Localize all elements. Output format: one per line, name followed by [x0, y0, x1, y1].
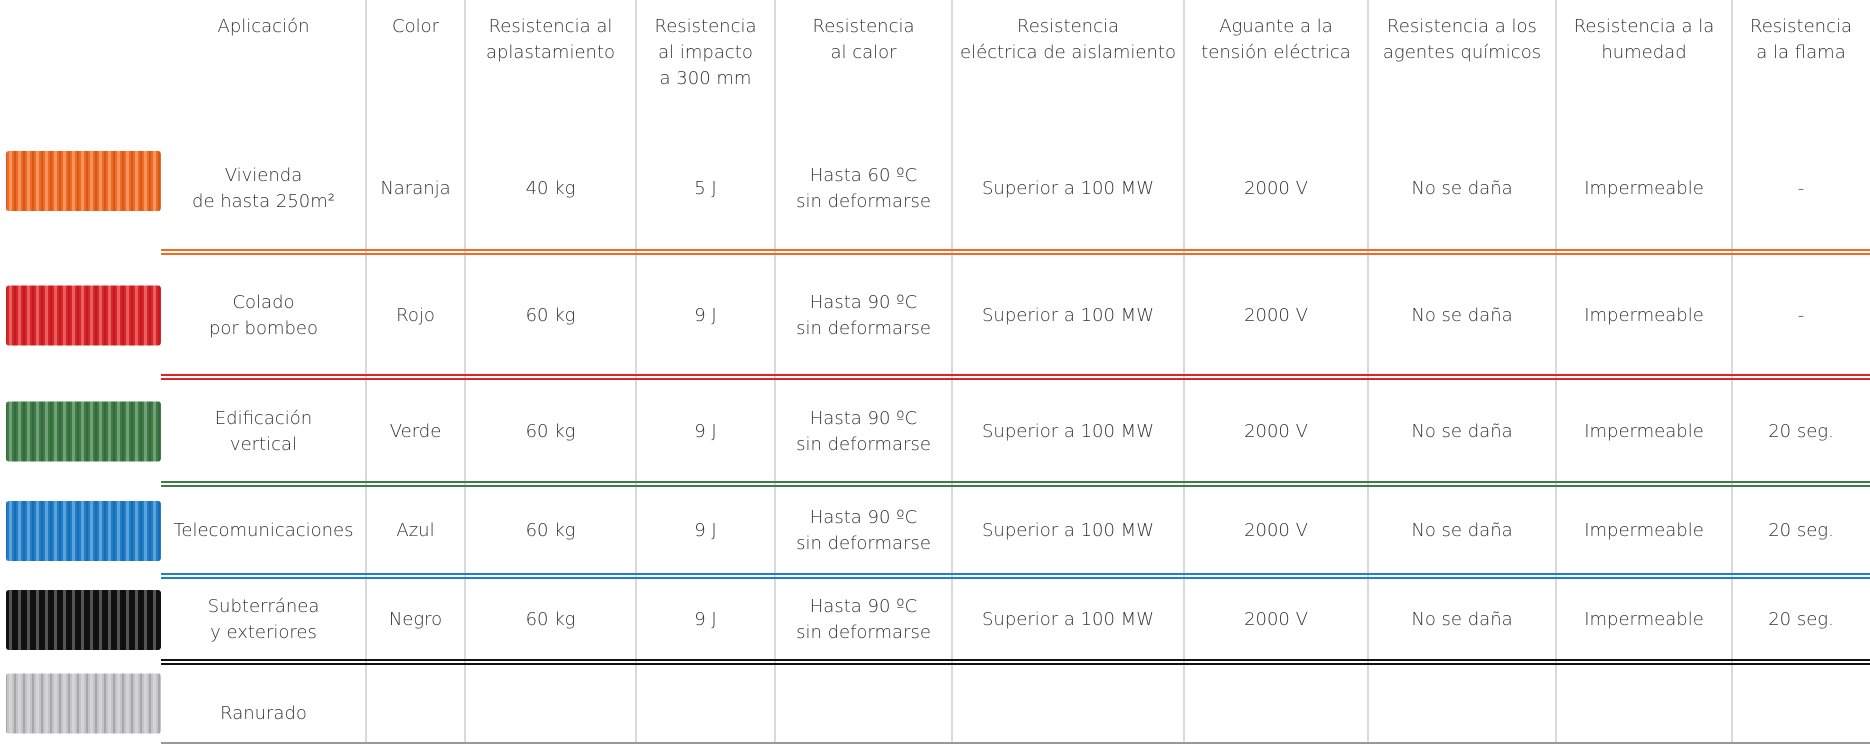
column-header: Resistencia a los agentes químicos	[1368, 14, 1556, 124]
cell: Naranja	[366, 135, 465, 243]
column-header: Resistencia al aplastamiento	[465, 14, 636, 124]
column-header: Aguante a la tensión eléctrica	[1184, 14, 1368, 124]
cell: Verde	[366, 378, 465, 485]
conduit-ribs	[6, 674, 161, 734]
cell: 9 J	[636, 485, 775, 577]
cell: 20 seg.	[1732, 485, 1870, 577]
cell: 5 J	[636, 135, 775, 243]
column-header: Resistencia al impacto a 300 mm	[636, 14, 775, 124]
cell: Hasta 90 ºC sin deformarse	[775, 577, 952, 663]
cell: -	[1732, 135, 1870, 243]
cell: Telecomunicaciones	[161, 485, 366, 577]
cell: Edificación vertical	[161, 378, 366, 485]
cell: Colado por bombeo	[161, 253, 366, 378]
cell: Rojo	[366, 253, 465, 378]
cell: Vivienda de hasta 250m²	[161, 135, 366, 243]
cell: -	[1732, 253, 1870, 378]
cell: Hasta 90 ºC sin deformarse	[775, 253, 952, 378]
column-header: Aplicación	[161, 14, 366, 124]
cell: Impermeable	[1556, 485, 1732, 577]
cell: Azul	[366, 485, 465, 577]
cell: 60 kg	[465, 378, 636, 485]
cell: No se daña	[1368, 253, 1556, 378]
cell: Hasta 60 ºC sin deformarse	[775, 135, 952, 243]
cell: Impermeable	[1556, 577, 1732, 663]
conduit-ribs	[6, 501, 161, 561]
cell: 9 J	[636, 378, 775, 485]
conduit-ribs	[6, 402, 161, 462]
conduit-ribs	[6, 151, 161, 211]
cell: Superior a 100 MW	[952, 135, 1184, 243]
cell: 60 kg	[465, 577, 636, 663]
column-header: Resistencia al calor	[775, 14, 952, 124]
column-header: Resistencia eléctrica de aislamiento	[952, 14, 1184, 124]
cell: 60 kg	[465, 485, 636, 577]
cell: 20 seg.	[1732, 577, 1870, 663]
cell: 20 seg.	[1732, 378, 1870, 485]
cell: Impermeable	[1556, 135, 1732, 243]
spec-table: AplicaciónColorResistencia al aplastamie…	[0, 0, 1870, 744]
cell: Superior a 100 MW	[952, 577, 1184, 663]
cell: Hasta 90 ºC sin deformarse	[775, 485, 952, 577]
cell: Impermeable	[1556, 378, 1732, 485]
column-header: Color	[366, 14, 465, 124]
cell: 9 J	[636, 253, 775, 378]
cell: Impermeable	[1556, 253, 1732, 378]
cell: Hasta 90 ºC sin deformarse	[775, 378, 952, 485]
cell: No se daña	[1368, 135, 1556, 243]
cell: Ranurado	[161, 683, 366, 744]
cell: 60 kg	[465, 253, 636, 378]
cell: No se daña	[1368, 378, 1556, 485]
cell: No se daña	[1368, 485, 1556, 577]
column-header: Resistencia a la humedad	[1556, 14, 1732, 124]
cell: 2000 V	[1184, 135, 1368, 243]
cell: 2000 V	[1184, 378, 1368, 485]
cell: Subterránea y exteriores	[161, 577, 366, 663]
cell: 40 kg	[465, 135, 636, 243]
column-header: Resistencia a la flama	[1732, 14, 1870, 124]
cell: Superior a 100 MW	[952, 378, 1184, 485]
cell: Superior a 100 MW	[952, 253, 1184, 378]
cell: 2000 V	[1184, 485, 1368, 577]
conduit-ribs	[6, 590, 161, 650]
cell: 9 J	[636, 577, 775, 663]
cell: Negro	[366, 577, 465, 663]
cell: Superior a 100 MW	[952, 485, 1184, 577]
cell: 2000 V	[1184, 577, 1368, 663]
conduit-ribs	[6, 286, 161, 346]
cell: 2000 V	[1184, 253, 1368, 378]
cell: No se daña	[1368, 577, 1556, 663]
